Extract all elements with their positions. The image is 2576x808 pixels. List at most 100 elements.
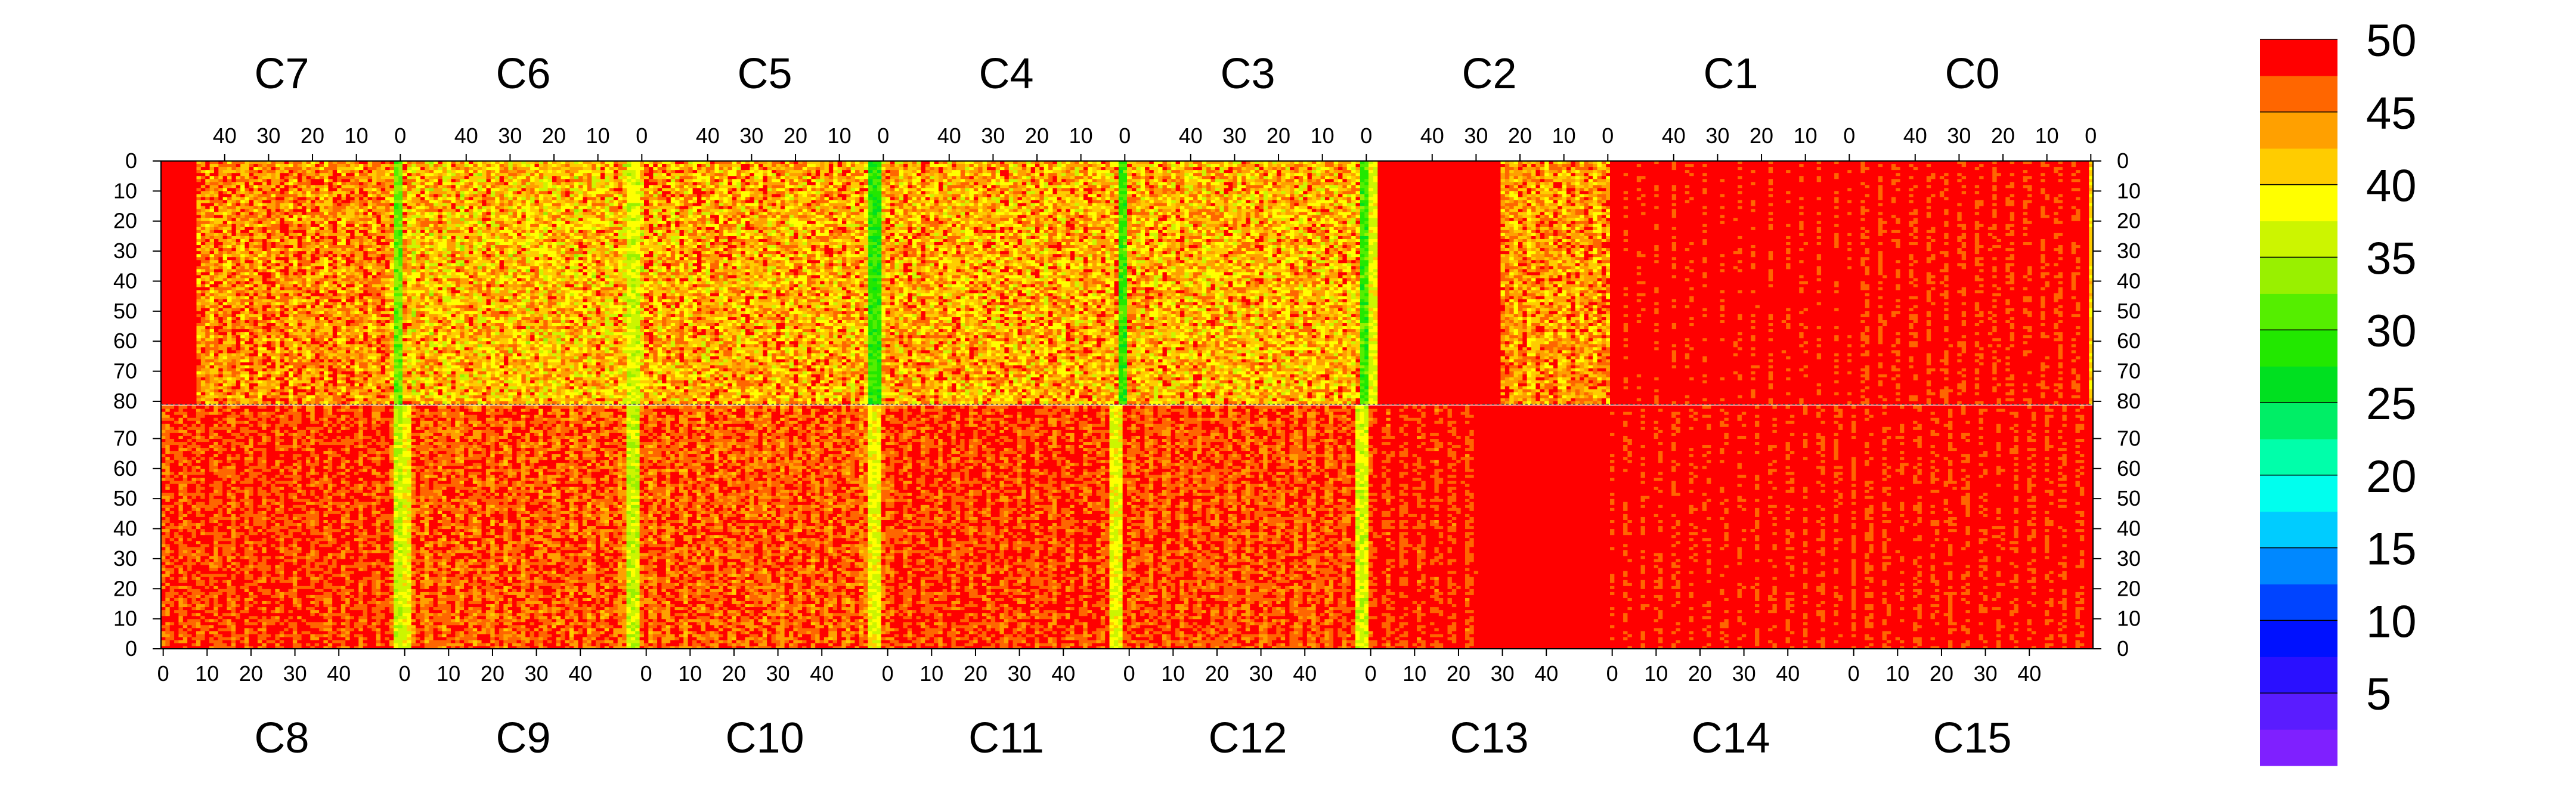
- heatmap-cell: [306, 359, 311, 363]
- heatmap-cell: [363, 182, 368, 185]
- heatmap-cell: [315, 239, 320, 243]
- heatmap-cell: [345, 293, 350, 297]
- heatmap-cell: [310, 206, 315, 210]
- heatmap-cell: [328, 224, 333, 228]
- heatmap-cell: [302, 266, 306, 270]
- heatmap-cell: [385, 302, 390, 306]
- heatmap-cell: [341, 338, 346, 342]
- heatmap-cell: [367, 398, 372, 402]
- heatmap-cell: [367, 281, 372, 284]
- heatmap-cell: [380, 389, 385, 393]
- heatmap-cell: [363, 266, 368, 270]
- heatmap-cell: [389, 188, 394, 191]
- heatmap-cell: [293, 398, 298, 402]
- heatmap-cell: [385, 170, 390, 174]
- heatmap-cell: [293, 366, 298, 369]
- heatmap-cell: [350, 275, 355, 278]
- heatmap-cell: [293, 323, 298, 327]
- heatmap-cell: [345, 362, 350, 366]
- heatmap-cell: [306, 251, 311, 255]
- heatmap-cell: [319, 290, 324, 294]
- heatmap-cell: [319, 359, 324, 363]
- heatmap-cell: [319, 263, 324, 267]
- heatmap-cell: [389, 224, 394, 228]
- heatmap-cell: [354, 299, 359, 303]
- heatmap-cell: [380, 398, 385, 402]
- heatmap-cell: [302, 278, 306, 281]
- heatmap-cell: [376, 326, 381, 330]
- heatmap-cell: [389, 197, 394, 200]
- heatmap-cell: [376, 353, 381, 357]
- heatmap-cell: [354, 302, 359, 306]
- heatmap-cell: [394, 383, 398, 387]
- heatmap-cell: [345, 257, 350, 261]
- heatmap-cell: [385, 230, 390, 234]
- heatmap-cell: [367, 299, 372, 303]
- heatmap-cell: [354, 275, 359, 278]
- heatmap-cell: [371, 221, 376, 225]
- heatmap-cell: [323, 182, 328, 185]
- heatmap-cell: [380, 212, 385, 216]
- heatmap-cell: [328, 386, 333, 390]
- heatmap-cell: [332, 329, 337, 333]
- heatmap-cell: [363, 206, 368, 210]
- heatmap-cell: [371, 254, 376, 258]
- heatmap-cell: [297, 296, 302, 300]
- heatmap-cell: [345, 170, 350, 174]
- heatmap-cell: [367, 341, 372, 345]
- heatmap-cell: [389, 239, 394, 243]
- heatmap-cell: [289, 212, 293, 216]
- heatmap-cell: [328, 314, 333, 318]
- heatmap-cell: [297, 344, 302, 348]
- heatmap-cell: [337, 194, 342, 197]
- heatmap-cell: [354, 329, 359, 333]
- heatmap-cell: [293, 320, 298, 324]
- heatmap-cell: [398, 176, 403, 179]
- heatmap-cell: [363, 341, 368, 345]
- heatmap-cell: [332, 239, 337, 243]
- heatmap-cell: [345, 296, 350, 300]
- heatmap-cell: [289, 317, 293, 321]
- heatmap-cell: [350, 311, 355, 315]
- heatmap-cell: [358, 221, 363, 225]
- heatmap-cell: [398, 236, 403, 240]
- heatmap-cell: [345, 332, 350, 336]
- heatmap-cell: [293, 353, 298, 357]
- heatmap-cell: [363, 317, 368, 321]
- heatmap-cell: [371, 287, 376, 291]
- heatmap-cell: [328, 347, 333, 351]
- heatmap-cell: [323, 230, 328, 234]
- heatmap-cell: [289, 395, 293, 399]
- heatmap-cell: [297, 281, 302, 284]
- heatmap-cell: [398, 185, 403, 188]
- heatmap-cell: [350, 398, 355, 402]
- heatmap-cell: [293, 338, 298, 342]
- heatmap-cell: [289, 347, 293, 351]
- heatmap-cell: [306, 383, 311, 387]
- heatmap-cell: [310, 293, 315, 297]
- heatmap-cell: [358, 311, 363, 315]
- heatmap-cell: [310, 359, 315, 363]
- heatmap-cell: [367, 278, 372, 281]
- heatmap-cell: [337, 329, 342, 333]
- heatmap-cell: [293, 293, 298, 297]
- heatmap-cell: [284, 212, 289, 216]
- heatmap-cell: [389, 215, 394, 219]
- heatmap-cell: [293, 290, 298, 294]
- heatmap-cell: [376, 362, 381, 366]
- heatmap-cell: [367, 224, 372, 228]
- heatmap-cell: [363, 347, 368, 351]
- heatmap-cell: [376, 278, 381, 281]
- heatmap-cell: [350, 260, 355, 264]
- heatmap-cell: [332, 332, 337, 336]
- heatmap-cell: [367, 245, 372, 249]
- heatmap-cell: [310, 341, 315, 345]
- heatmap-cell: [354, 278, 359, 281]
- heatmap-cell: [306, 287, 311, 291]
- heatmap-cell: [398, 233, 403, 237]
- heatmap-cell: [323, 179, 328, 182]
- heatmap-cell: [371, 272, 376, 275]
- heatmap-cell: [332, 335, 337, 339]
- heatmap-cell: [319, 329, 324, 333]
- heatmap-cell: [385, 299, 390, 303]
